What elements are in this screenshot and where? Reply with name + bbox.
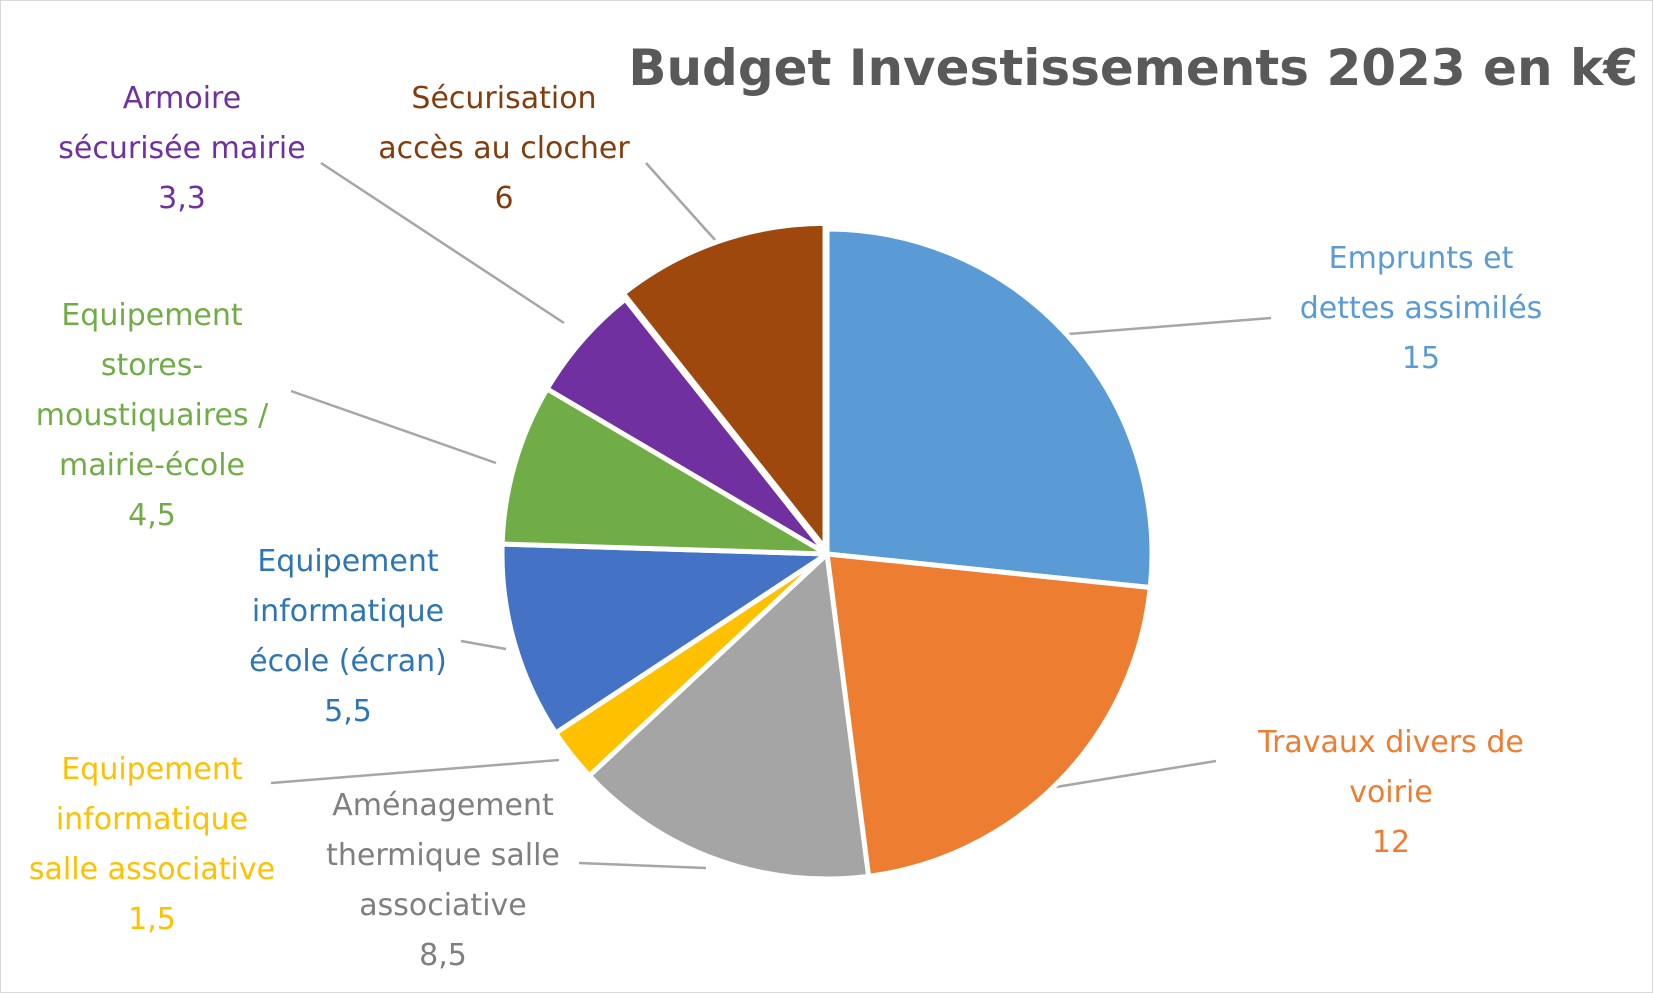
leader-line	[290, 389, 497, 465]
slice-data-label: Equipement stores-moustiquaires / mairie-é…	[36, 291, 269, 541]
slice-label-line: accès au clocher	[378, 131, 630, 166]
pie-slice	[586, 551, 872, 882]
slice-label-line: Equipement	[257, 544, 439, 579]
slice-label-line: Emprunts et	[1328, 241, 1514, 276]
slice-label-line: Armoire	[122, 81, 242, 116]
slice-data-label: Emprunts et dettes assimilés 15	[1300, 234, 1543, 384]
slice-data-label: Equipement informatique école (écran) 5,5	[249, 537, 447, 737]
leader-line	[460, 639, 507, 651]
pie-slice	[499, 386, 830, 557]
slice-data-label: Armoire sécurisée mairie 3,3	[58, 74, 305, 224]
slice-data-label: Aménagement thermique salle associative 8,5	[326, 781, 560, 981]
leader-line	[645, 162, 717, 242]
slice-data-label: Equipement informatique salle associative 1…	[29, 745, 275, 945]
slice-label-line: école (écran)	[249, 644, 447, 679]
slice-label-line: stores-	[100, 348, 204, 383]
pie-slice	[824, 226, 1155, 590]
slice-label-line: informatique	[55, 802, 249, 837]
slice-label-line: mairie-école	[59, 448, 245, 483]
slice-label-line: Aménagement	[332, 788, 554, 823]
leader-line	[578, 861, 707, 870]
slice-value-label: 1,5	[128, 902, 176, 937]
leader-line	[320, 161, 565, 325]
slice-value-label: 15	[1401, 341, 1441, 376]
slice-label-line: informatique	[251, 594, 445, 629]
pie-slice	[824, 551, 1153, 879]
pie-slice	[620, 220, 828, 551]
slice-label-line: Sécurisation	[411, 81, 597, 116]
slice-label-line: moustiquaires /	[35, 398, 269, 433]
leader-lines	[270, 161, 1272, 870]
leader-line	[270, 758, 560, 785]
slice-data-label: Travaux divers de voirie 12	[1258, 718, 1524, 868]
slice-value-label: 4,5	[128, 498, 176, 533]
slice-value-label: 3,3	[158, 181, 206, 216]
leader-line	[1055, 316, 1272, 337]
pie-slices	[499, 220, 1155, 882]
slice-label-line: salle associative	[28, 852, 276, 887]
leader-line	[1055, 759, 1217, 789]
slice-label-line: Travaux divers de	[1258, 725, 1524, 760]
pie-slice	[499, 541, 830, 736]
slice-label-line: dettes assimilés	[1299, 291, 1543, 326]
slice-value-label: 12	[1371, 825, 1411, 860]
slice-label-line: voirie	[1349, 775, 1433, 810]
chart-title: Budget Investissements 2023 en k€	[628, 39, 1638, 97]
slice-label-line: Equipement	[61, 298, 243, 333]
slice-label-line: sécurisée mairie	[58, 131, 306, 166]
slice-value-label: 5,5	[324, 694, 372, 729]
slice-value-label: 6	[494, 181, 514, 216]
slice-data-label: Sécurisation accès au clocher 6	[378, 74, 629, 224]
slice-label-line: associative	[359, 888, 527, 923]
slice-value-label: 8,5	[419, 938, 467, 973]
slice-label-line: thermique salle	[326, 838, 560, 873]
slice-label-line: Equipement	[61, 752, 243, 787]
